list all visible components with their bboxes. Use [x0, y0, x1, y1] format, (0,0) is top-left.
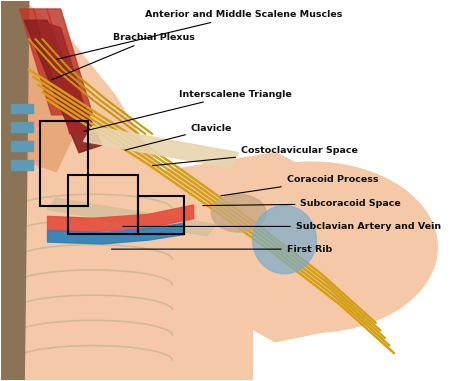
- Bar: [40, 120, 88, 206]
- Polygon shape: [24, 20, 102, 153]
- Ellipse shape: [186, 162, 438, 332]
- Bar: [138, 196, 184, 234]
- Bar: [10, 160, 33, 170]
- Bar: [10, 141, 33, 151]
- Bar: [10, 104, 33, 113]
- Polygon shape: [33, 9, 79, 115]
- Polygon shape: [161, 153, 412, 342]
- Text: Coracoid Process: Coracoid Process: [221, 174, 378, 196]
- Polygon shape: [38, 20, 93, 134]
- Text: Anterior and Middle Scalene Muscles: Anterior and Middle Scalene Muscles: [56, 10, 343, 59]
- Polygon shape: [47, 198, 216, 236]
- Bar: [68, 175, 138, 234]
- Text: Interscalene Triangle: Interscalene Triangle: [84, 90, 292, 131]
- Text: Brachial Plexus: Brachial Plexus: [52, 33, 195, 80]
- Polygon shape: [83, 126, 239, 168]
- Polygon shape: [1, 2, 83, 171]
- Text: Costoclavicular Space: Costoclavicular Space: [153, 146, 358, 166]
- Polygon shape: [19, 9, 65, 115]
- Text: Clavicle: Clavicle: [125, 123, 232, 150]
- Polygon shape: [47, 9, 93, 115]
- Bar: [10, 122, 33, 132]
- Polygon shape: [1, 2, 29, 379]
- Text: First Rib: First Rib: [111, 245, 332, 254]
- Polygon shape: [1, 2, 253, 379]
- Text: Subclavian Artery and Vein: Subclavian Artery and Vein: [123, 222, 441, 231]
- Text: Subcoracoid Space: Subcoracoid Space: [203, 199, 401, 208]
- Ellipse shape: [253, 206, 316, 274]
- Ellipse shape: [211, 194, 266, 232]
